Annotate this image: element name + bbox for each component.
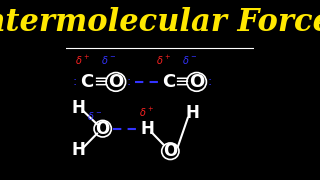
Text: H: H	[186, 103, 200, 122]
Text: H: H	[71, 141, 85, 159]
Text: $\delta^-$: $\delta^-$	[181, 54, 197, 66]
Text: $\delta^+$: $\delta^+$	[156, 54, 171, 67]
Text: :: :	[72, 75, 77, 88]
Text: H: H	[141, 120, 155, 138]
Text: ≡: ≡	[175, 73, 190, 91]
Text: O: O	[163, 142, 178, 160]
Text: O: O	[108, 73, 124, 91]
Text: ≡: ≡	[93, 73, 108, 91]
Text: :: :	[127, 75, 131, 88]
Text: $\delta^-$: $\delta^-$	[87, 110, 102, 122]
Text: C: C	[162, 73, 175, 91]
Text: $\delta^+$: $\delta^+$	[75, 54, 90, 67]
Text: O: O	[189, 73, 204, 91]
Text: Intermolecular Forces: Intermolecular Forces	[0, 7, 320, 38]
Text: C: C	[80, 73, 93, 91]
Text: O: O	[96, 120, 110, 138]
Text: H: H	[71, 99, 85, 117]
Text: $\delta^-$: $\delta^-$	[101, 54, 116, 66]
Text: $\delta^+$: $\delta^+$	[140, 106, 154, 119]
Text: :: :	[208, 75, 212, 88]
